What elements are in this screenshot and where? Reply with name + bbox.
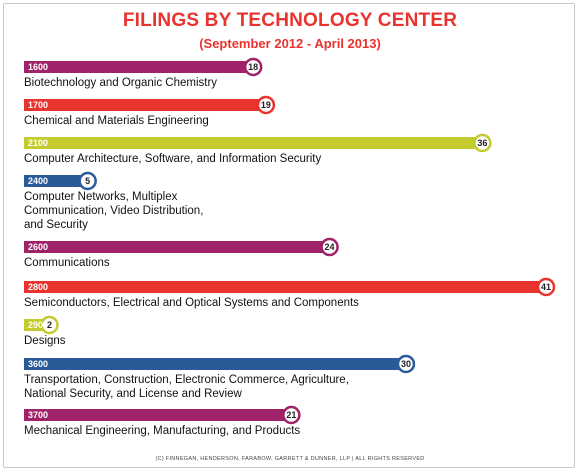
bar-value-label: 18 (248, 62, 258, 72)
value-circle-2400 (78, 171, 97, 191)
category-label: Biotechnology and Organic Chemistry (24, 77, 217, 89)
bar-code-label: 2800 (28, 282, 48, 292)
bar-3600 (24, 358, 406, 370)
category-label: and Security (24, 219, 88, 231)
bar-group-1600: 1600 18 Biotechnology and Organic Chemistr… (24, 57, 263, 89)
value-circle-1600 (243, 57, 263, 77)
category-label: Transportation, Construction, Electronic… (24, 374, 349, 386)
bar-value-label: 41 (541, 282, 551, 292)
value-circle-3600 (396, 354, 416, 374)
bar-group-3600: 3600 30 Transportation, Construction, Elec… (24, 354, 416, 400)
value-circle-2900 (40, 315, 59, 335)
bar-2400 (24, 175, 88, 187)
bar-2600 (24, 241, 330, 253)
bar-2800 (24, 281, 546, 293)
bar-3700 (24, 409, 292, 421)
value-circle-2600 (320, 237, 339, 257)
value-circle-2100 (473, 133, 492, 153)
category-label: Computer Networks, Multiplex (24, 191, 178, 203)
bar-group-2100: 2100 36 Computer Architecture, Software, a… (24, 133, 492, 165)
bar-1700 (24, 99, 266, 111)
bar-1600 (24, 61, 254, 73)
category-label: Designs (24, 335, 66, 347)
chart-subtitle: (September 2012 - April 2013) (199, 36, 381, 51)
bar-group-1700: 1700 19 Chemical and Materials Engineering (24, 95, 276, 127)
bar-code-label: 1600 (28, 62, 48, 72)
bar-value-label: 24 (325, 242, 335, 252)
category-label: Communication, Video Distribution, (24, 205, 203, 217)
bar-group-2600: 2600 24 Communications (24, 237, 339, 269)
chart-frame (3, 3, 575, 468)
bar-code-label: 2600 (28, 242, 48, 252)
bar-code-label: 2400 (28, 176, 48, 186)
bar-value-label: 19 (261, 100, 271, 110)
bar-value-label: 5 (85, 176, 90, 186)
bar-value-label: 30 (401, 359, 411, 369)
category-label: National Security, and License and Revie… (24, 388, 242, 400)
bar-code-label: 3700 (28, 410, 48, 420)
bar-code-label: 1700 (28, 100, 48, 110)
bar-group-3700: 3700 21 Mechanical Engineering, Manufactur… (24, 405, 301, 437)
category-label: Mechanical Engineering, Manufacturing, a… (24, 425, 300, 437)
category-label: Computer Architecture, Software, and Inf… (24, 153, 321, 165)
bar-code-label: 2100 (28, 138, 48, 148)
copyright-footer: (C) FINNEGAN, HENDERSON, FARABOW, GARRET… (155, 456, 425, 462)
bar-value-label: 21 (286, 410, 296, 420)
chart-title: FILINGS BY TECHNOLOGY CENTER (122, 10, 458, 31)
category-label: Semiconductors, Electrical and Optical S… (24, 297, 359, 309)
bar-code-label: 3600 (28, 359, 48, 369)
bar-group-2800: 2800 41 Semiconductors, Electrical and Opt… (24, 277, 556, 309)
value-circle-3700 (282, 405, 301, 425)
value-circle-1700 (256, 95, 276, 115)
bar-group-2400: 2400 5 Computer Networks, Multiplex Communi… (24, 171, 203, 231)
bar-value-label: 36 (477, 138, 487, 148)
bar-code-label: 2900 (28, 320, 48, 330)
bar-2100 (24, 137, 483, 149)
bar-value-label: 2 (47, 320, 52, 330)
category-label: Chemical and Materials Engineering (24, 115, 209, 127)
category-label: Communications (24, 257, 110, 269)
value-circle-2800 (536, 277, 556, 297)
